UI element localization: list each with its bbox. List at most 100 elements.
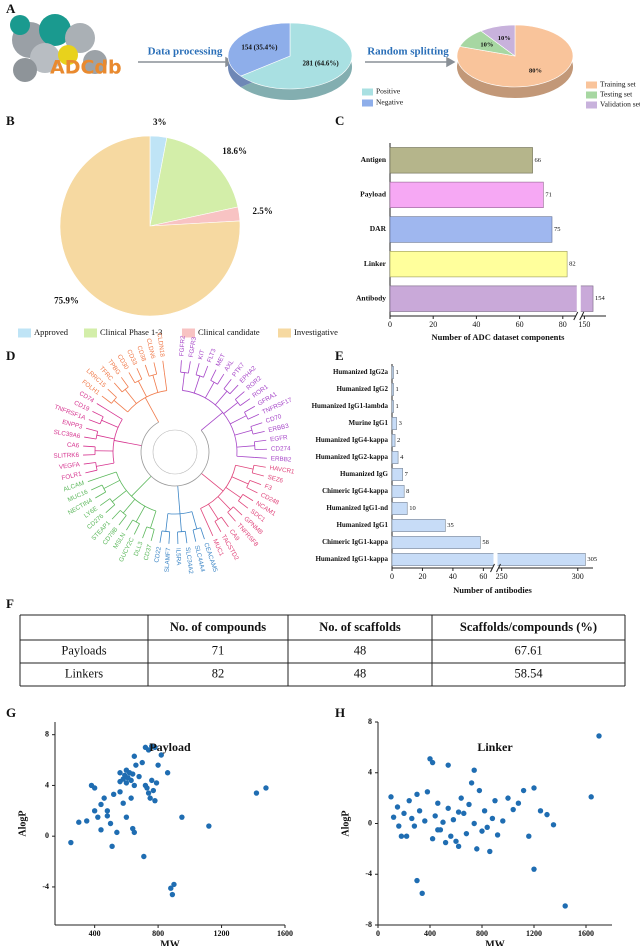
point — [141, 853, 147, 860]
point — [424, 789, 431, 795]
category-label: Humanized IgG1-kappa — [315, 555, 388, 563]
table-header: No. of scaffolds — [319, 620, 401, 634]
logo-art — [10, 14, 107, 82]
x-tick-label: 0 — [388, 320, 392, 329]
point — [596, 733, 602, 739]
branch — [246, 487, 258, 494]
y-tick-label: -4 — [42, 882, 49, 891]
point — [445, 762, 451, 768]
leaf-label: IL5RA — [174, 548, 182, 567]
bar — [391, 400, 394, 413]
pie-slice — [149, 137, 239, 227]
y-tick-label: 8 — [368, 717, 372, 726]
point — [481, 808, 488, 814]
category-label: Antibody — [356, 293, 386, 302]
x-tick-label: 400 — [424, 929, 436, 938]
branch — [122, 499, 136, 514]
point — [435, 800, 441, 806]
point — [463, 830, 470, 837]
x-tick-label: 60 — [516, 320, 524, 329]
point — [531, 866, 537, 872]
point — [128, 795, 134, 801]
point — [403, 833, 410, 839]
branch — [101, 419, 119, 428]
point — [537, 808, 544, 814]
branch — [193, 375, 201, 394]
legend-swatch — [84, 328, 97, 338]
point — [91, 785, 98, 791]
branch — [250, 422, 263, 427]
legend-label: Training set — [600, 80, 637, 89]
data-label: 8 — [406, 488, 409, 495]
branch — [210, 369, 217, 381]
point — [510, 806, 516, 813]
point — [152, 744, 158, 751]
branch — [136, 368, 143, 380]
branch — [249, 479, 262, 485]
point — [150, 787, 157, 794]
category-label: Humanized IgG — [340, 470, 389, 478]
legend-swatch — [586, 81, 597, 89]
category-label: Humanized IgG2 — [336, 385, 388, 393]
legend-label: Clinical Phase 1-3 — [100, 327, 162, 337]
point — [505, 795, 511, 801]
data-label: 58 — [482, 539, 489, 546]
point — [494, 832, 501, 838]
point — [588, 794, 594, 800]
point — [489, 815, 496, 822]
point — [128, 777, 134, 784]
x-tick-label: 20 — [429, 320, 437, 329]
branch — [168, 531, 171, 544]
point — [153, 780, 160, 786]
step-label: Data processing — [148, 46, 223, 58]
point — [492, 797, 498, 804]
branch — [207, 524, 214, 537]
arrows — [138, 56, 456, 68]
legend-label: Clinical candidate — [198, 327, 260, 337]
point — [152, 797, 158, 804]
point — [461, 810, 467, 817]
leaf-label: HAVCR1 — [269, 465, 295, 476]
branch — [159, 530, 163, 543]
point — [440, 819, 446, 825]
point — [398, 833, 405, 839]
branch — [162, 360, 165, 373]
point — [133, 762, 139, 768]
branch — [229, 384, 239, 395]
table-header: Scaffolds/compounds (%) — [460, 620, 597, 634]
point — [144, 785, 150, 791]
point — [117, 789, 123, 795]
category-label: Chimeric IgG1-kappa — [322, 538, 388, 546]
branch — [142, 526, 148, 539]
legend-label: Positive — [376, 87, 401, 96]
point — [401, 810, 407, 817]
data-label: 82 — [569, 261, 576, 268]
point — [466, 801, 472, 808]
x-tick-label: 800 — [476, 929, 488, 938]
branch — [201, 473, 224, 492]
leaf-label: CA6 — [67, 442, 80, 450]
branch — [238, 494, 244, 502]
point — [422, 818, 428, 824]
data-label: 154 — [595, 295, 606, 302]
point — [411, 823, 418, 829]
point — [131, 782, 138, 789]
leaf-label: SEZ6 — [267, 474, 285, 485]
branch — [223, 388, 231, 395]
legend-swatch — [362, 99, 373, 107]
point — [110, 791, 117, 798]
point — [145, 790, 152, 796]
legend-swatch — [362, 88, 373, 96]
branch — [114, 440, 142, 447]
point — [455, 843, 462, 850]
x-axis-title: MW — [160, 939, 179, 946]
legend-label: Testing set — [600, 90, 633, 99]
x-tick-label: 250 — [496, 572, 508, 581]
point — [91, 808, 98, 814]
branch — [230, 415, 247, 425]
leaf-label: CD70 — [265, 413, 283, 425]
point — [206, 823, 212, 829]
point — [179, 814, 185, 820]
category-label: Payload — [360, 190, 387, 199]
branch — [126, 519, 134, 531]
